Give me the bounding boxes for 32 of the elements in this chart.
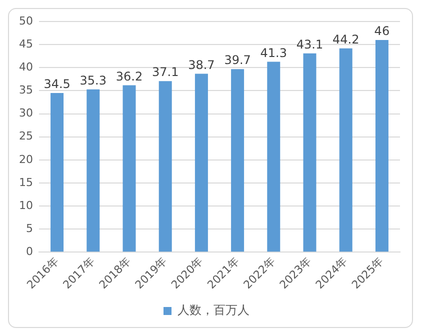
y-tick-label: 10 — [18, 198, 33, 212]
y-tick-label: 5 — [26, 222, 33, 235]
y-tick-label: 15 — [18, 176, 33, 189]
data-label: 34.5 — [44, 77, 70, 92]
bar — [122, 85, 136, 252]
bar — [339, 48, 352, 252]
y-tick-label: 45 — [18, 38, 33, 51]
legend-label: 人数，百万人 — [178, 303, 250, 318]
bar — [50, 93, 64, 252]
y-tick-label: 50 — [18, 14, 33, 28]
data-label: 36.2 — [116, 69, 143, 84]
data-label: 39.7 — [224, 53, 251, 68]
bar — [194, 74, 208, 252]
y-tick-label: 35 — [18, 84, 33, 97]
y-tick-label: 20 — [18, 152, 33, 166]
data-label: 41.3 — [260, 46, 288, 60]
data-label: 46 — [374, 24, 390, 38]
y-tick-label: 40 — [18, 60, 33, 74]
data-label: 43.1 — [296, 38, 324, 52]
data-label: 44.2 — [332, 32, 360, 46]
bar — [375, 40, 388, 252]
y-tick-label: 25 — [18, 130, 33, 143]
y-tick-label: 0 — [26, 244, 33, 258]
bar — [231, 69, 244, 252]
bar — [267, 62, 280, 252]
data-label: 35.3 — [80, 73, 107, 88]
y-tick-label: 30 — [18, 106, 33, 120]
data-label: 38.7 — [188, 58, 215, 72]
data-label: 37.1 — [152, 65, 179, 80]
bar — [86, 89, 100, 252]
bar — [158, 81, 172, 252]
bar — [303, 53, 316, 252]
